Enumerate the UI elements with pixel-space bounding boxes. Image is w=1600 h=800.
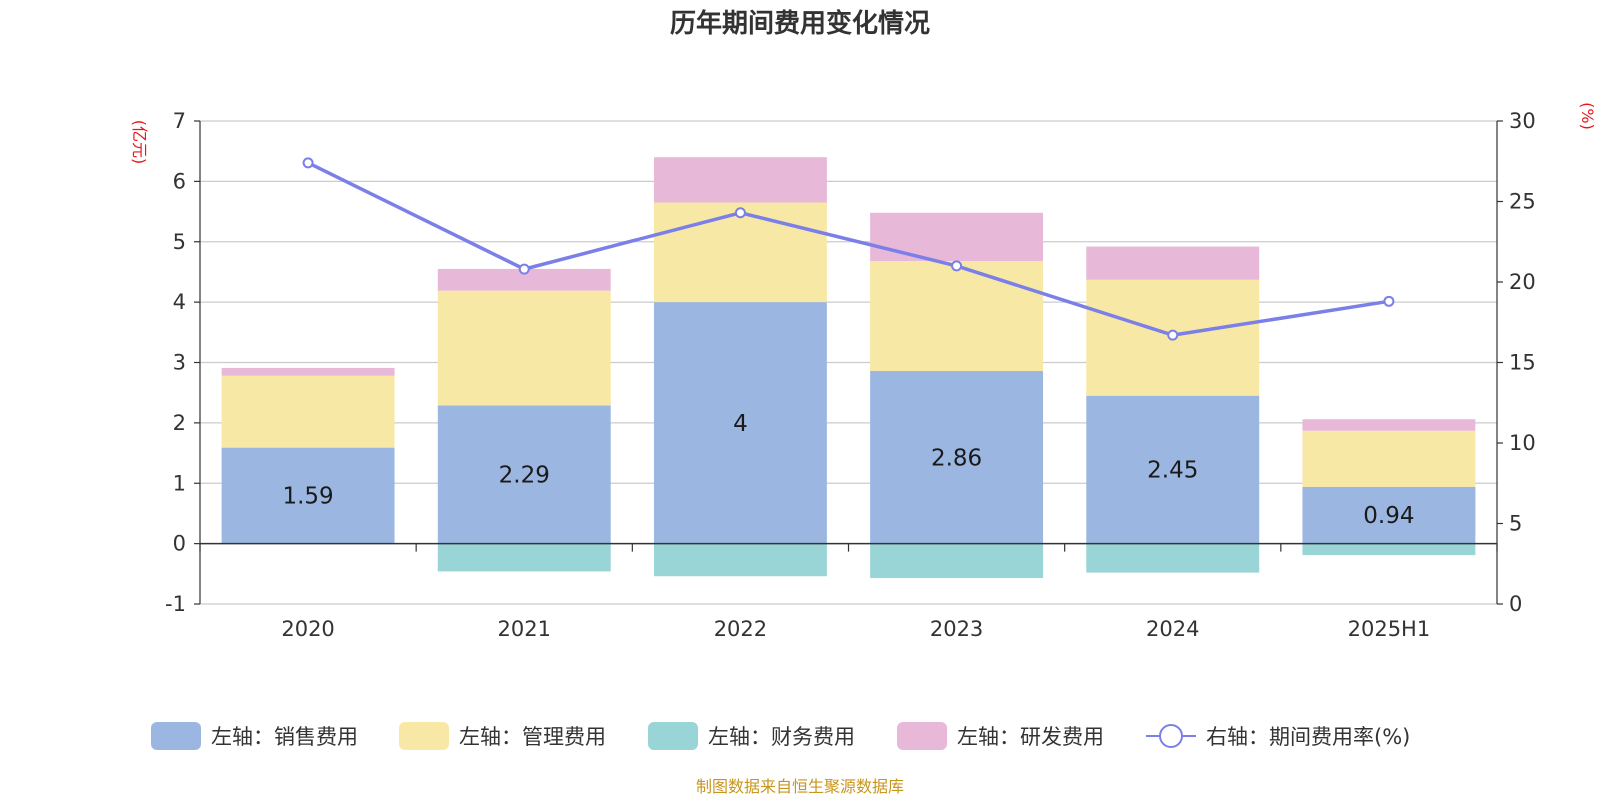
right-tick-label: 30 (1509, 109, 1536, 133)
right-tick-label: 15 (1509, 351, 1536, 375)
bar-segment (870, 261, 1044, 371)
legend-marker (1159, 724, 1183, 748)
bar-segment (870, 543, 1044, 579)
left-tick-label: 4 (173, 290, 186, 314)
bar-series (221, 157, 1476, 579)
grid-lines (200, 120, 1497, 605)
left-tick-label: 7 (173, 109, 186, 133)
rate-point (302, 157, 314, 169)
bar-data-label: 2.29 (499, 462, 550, 488)
bar-segment (1086, 395, 1260, 544)
left-tick-label: 6 (173, 169, 186, 193)
left-tick-label: 0 (173, 532, 186, 556)
source-note: 制图数据来自恒生聚源数据库 (696, 777, 904, 796)
category-label: 2025H1 (1348, 617, 1431, 641)
bar-segment (653, 157, 827, 203)
bar-data-label: 2.45 (1147, 458, 1198, 484)
bar-segment (437, 290, 611, 406)
rate-point (518, 263, 530, 275)
bar-segment (653, 543, 827, 577)
bar-segment (1302, 430, 1476, 487)
bar-segment (221, 375, 395, 448)
rate-point (1383, 295, 1395, 307)
rate-line (302, 157, 1395, 341)
rate-point (951, 260, 963, 272)
category-label: 2024 (1146, 617, 1199, 641)
bar-segment (870, 212, 1044, 262)
left-tick-label: 5 (173, 230, 186, 254)
legend-swatch (648, 722, 698, 750)
bar-segment (221, 447, 395, 544)
bar-segment (1086, 543, 1260, 573)
axes: -1 0 1 2 3 4 5 6 7 0 5 10 15 20 25 30 2020 2021 2022 2023 20… (165, 109, 1536, 641)
bar-segment (221, 367, 395, 376)
legend-swatch (151, 722, 201, 750)
bar-segment (437, 405, 611, 544)
data-labels: 1.59 2.29 4 2.86 2.45 0.94 (282, 411, 1414, 529)
bar-data-label: 0.94 (1363, 503, 1414, 529)
left-tick-label: 2 (173, 411, 186, 435)
right-tick-label: 0 (1509, 592, 1522, 616)
bar-segment (437, 543, 611, 572)
legend-label: 左轴：管理费用 (459, 725, 606, 749)
left-tick-label: 1 (173, 471, 186, 495)
bar-data-label: 2.86 (931, 445, 982, 471)
bar-segment (437, 268, 611, 291)
right-tick-label: 10 (1509, 431, 1536, 455)
legend-label: 左轴：研发费用 (957, 725, 1104, 749)
bar-segment (1302, 419, 1476, 431)
chart-title: 历年期间费用变化情况 (670, 8, 930, 39)
rate-point (1167, 329, 1179, 341)
right-axis-unit: (%) (1578, 102, 1597, 130)
legend-label: 左轴：财务费用 (708, 725, 855, 749)
bar-segment (870, 370, 1044, 544)
bar-segment (653, 302, 827, 544)
left-tick-label: -1 (165, 592, 186, 616)
bar-segment (653, 202, 827, 303)
right-tick-label: 25 (1509, 190, 1536, 214)
bar-segment (1302, 486, 1476, 544)
right-tick-label: 20 (1509, 270, 1536, 294)
category-label: 2022 (714, 617, 767, 641)
bar-segment (1302, 543, 1476, 556)
legend-swatch (399, 722, 449, 750)
category-label: 2021 (498, 617, 551, 641)
legend-swatch (897, 722, 947, 750)
category-label: 2020 (281, 617, 334, 641)
legend-label: 右轴：期间费用率(%) (1206, 725, 1410, 749)
legend-label: 左轴：销售费用 (211, 725, 358, 749)
legend: 左轴：销售费用 左轴：管理费用 左轴：财务费用 左轴：研发费用 右轴：期间费用率(%) (151, 722, 1410, 750)
rate-point (734, 207, 746, 219)
bar-data-label: 1.59 (282, 484, 333, 510)
rate-polyline (307, 161, 1390, 337)
category-label: 2023 (930, 617, 983, 641)
right-tick-label: 5 (1509, 512, 1522, 536)
left-axis-unit: (亿元) (130, 120, 149, 165)
bar-segment (1086, 246, 1260, 280)
bar-data-label: 4 (733, 411, 748, 437)
left-tick-label: 3 (173, 351, 186, 375)
